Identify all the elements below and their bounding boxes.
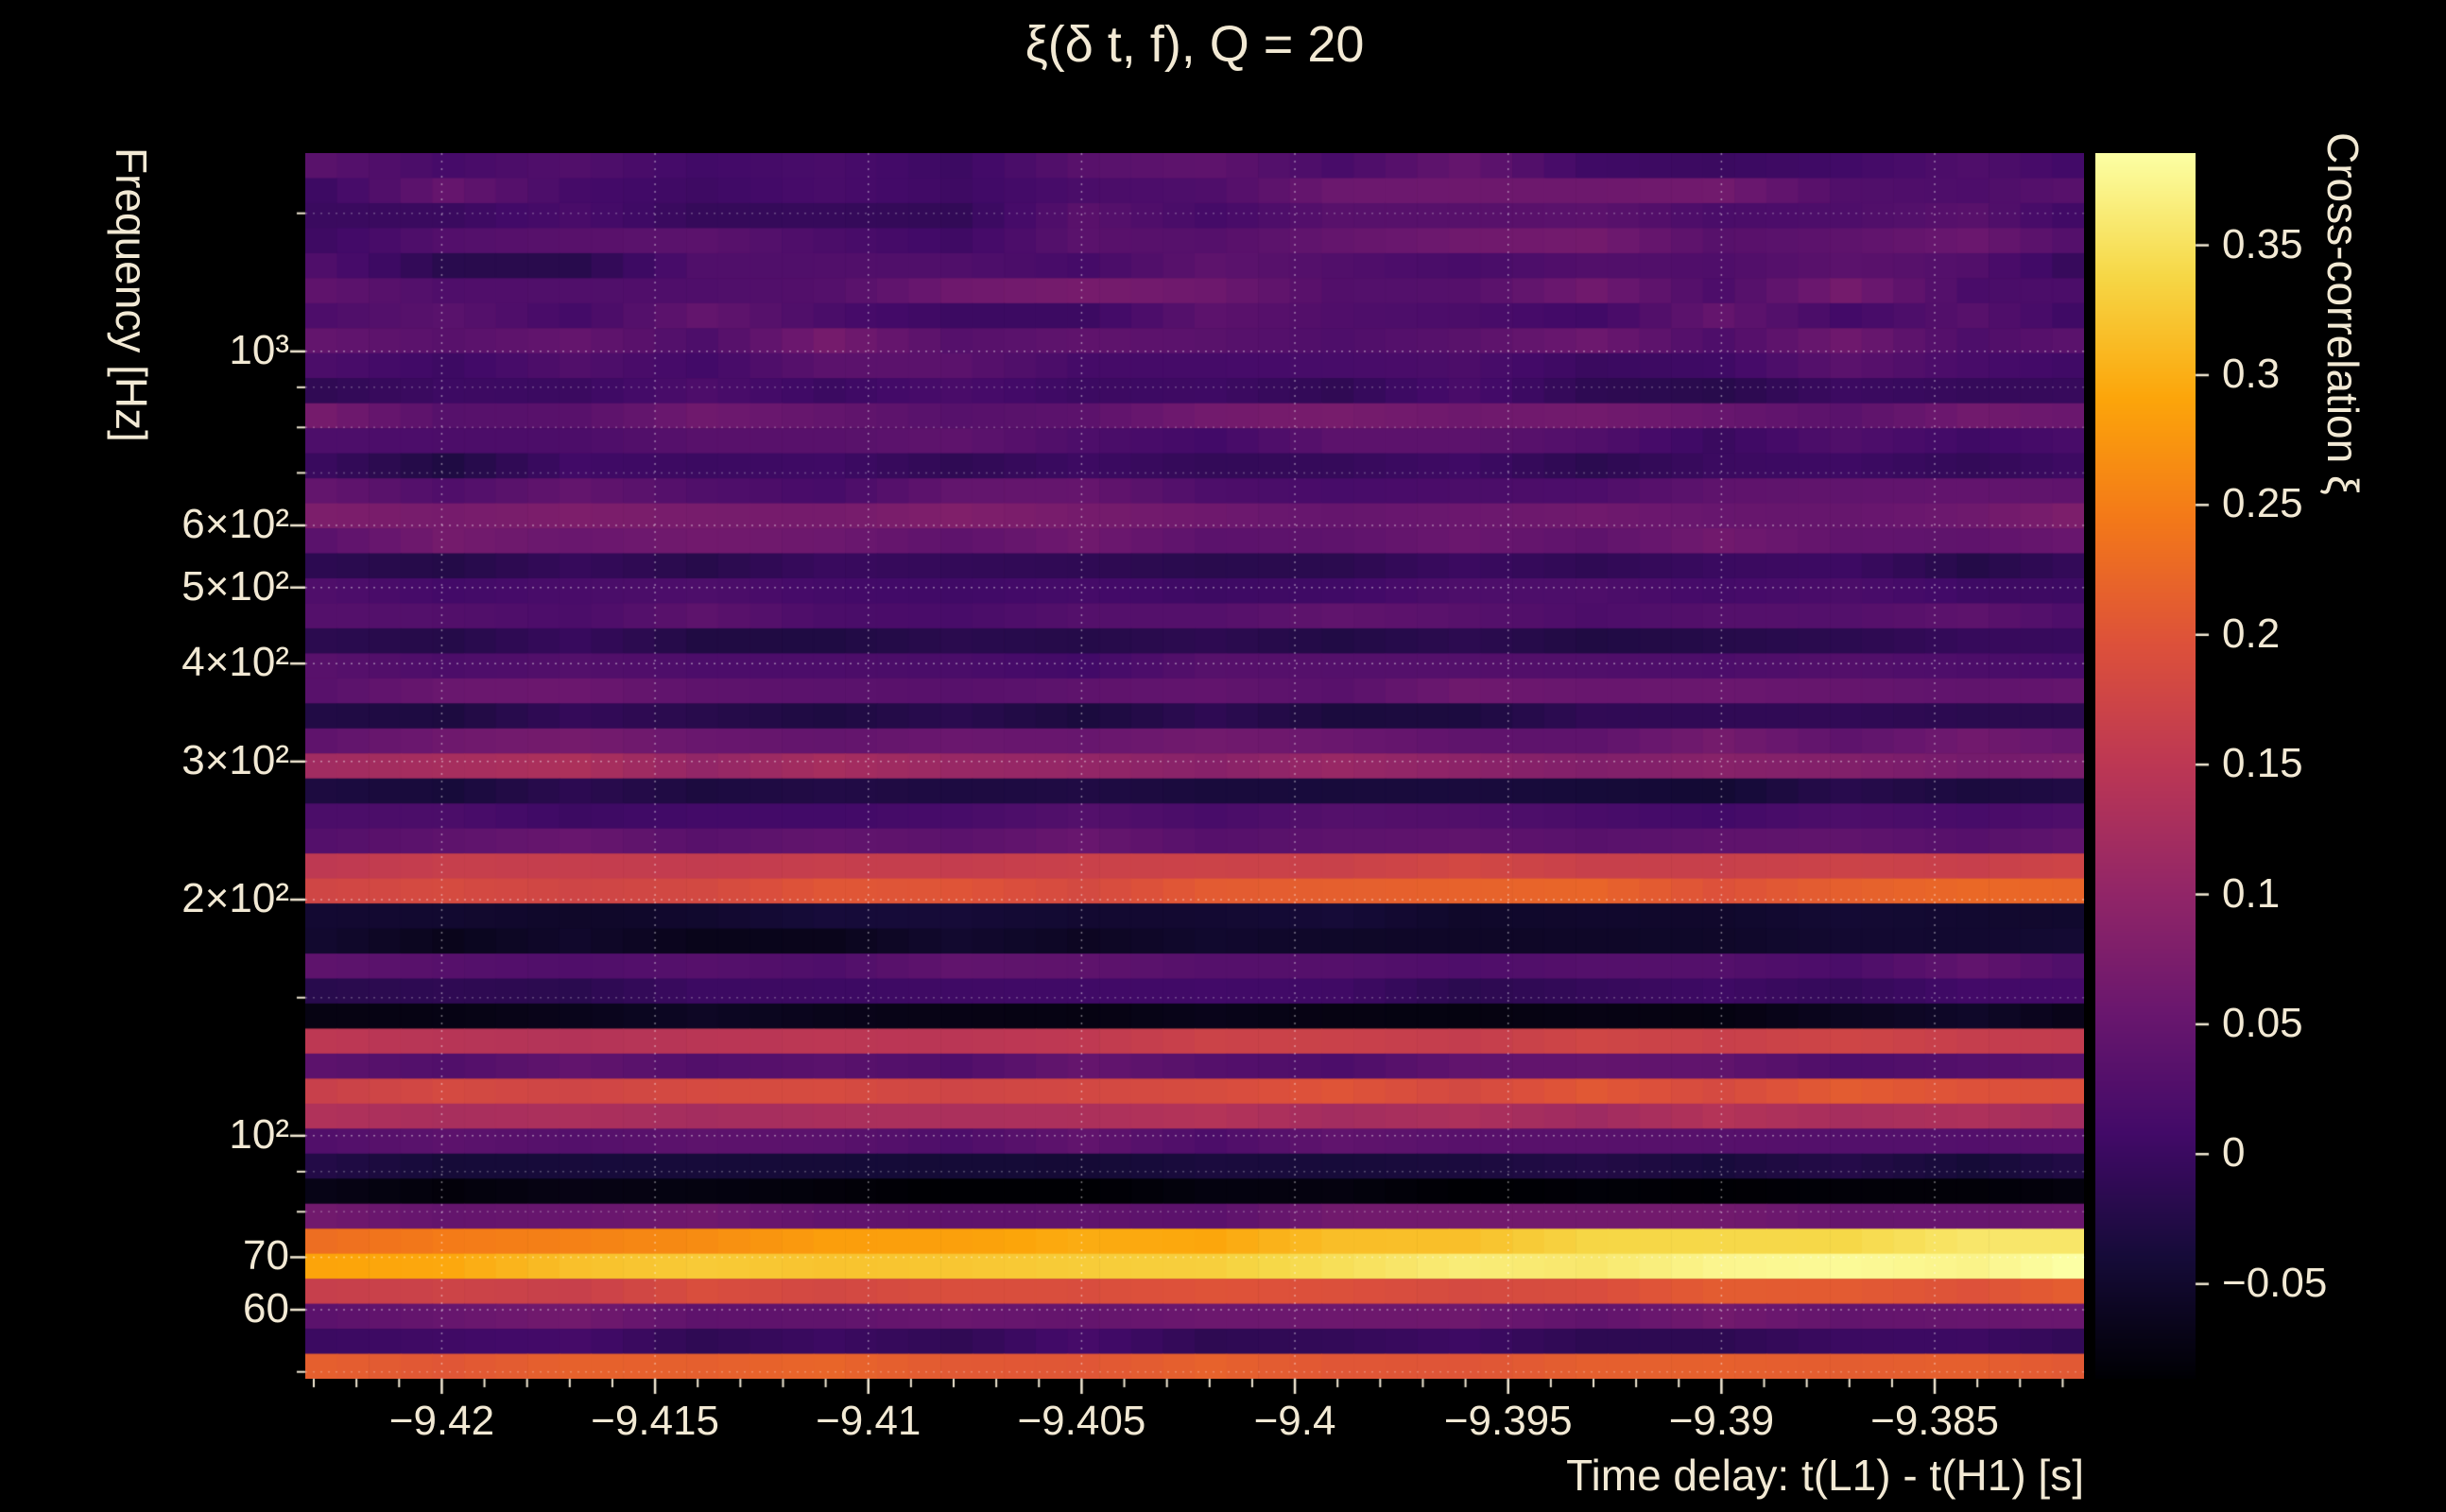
- colorbar-tick-label: 0.25: [2222, 480, 2303, 527]
- y-tick-label: 60: [243, 1284, 289, 1332]
- colorbar-tick-label: −0.05: [2222, 1259, 2328, 1306]
- y-tick-label: 10³: [229, 326, 289, 373]
- heatmap-canvas: [305, 153, 2084, 1379]
- x-tick-label: −9.39: [1668, 1398, 1775, 1444]
- colorbar-tick-label: 0.3: [2222, 350, 2281, 397]
- y-tick-label: 10²: [229, 1110, 289, 1158]
- colorbar-tick-label: 0.2: [2222, 610, 2281, 657]
- x-tick-label: −9.42: [388, 1398, 495, 1444]
- colorbar-label: Cross-correlation ξ: [2318, 132, 2368, 495]
- x-tick-label: −9.41: [816, 1398, 922, 1444]
- chart-title: ξ(δ t, f), Q = 20: [1025, 16, 1365, 73]
- x-tick-label: −9.415: [591, 1398, 719, 1444]
- colorbar-tick-label: 0.15: [2222, 740, 2303, 787]
- y-tick-label: 5×10²: [181, 562, 289, 610]
- x-tick-label: −9.4: [1253, 1398, 1336, 1444]
- x-tick-label: −9.395: [1443, 1398, 1573, 1444]
- y-tick-label: 70: [243, 1232, 289, 1280]
- x-tick-label: −9.385: [1870, 1398, 1999, 1444]
- colorbar-tick-label: 0.1: [2222, 869, 2281, 917]
- y-axis-label: Frequency [Hz]: [107, 147, 156, 442]
- colorbar-canvas: [2095, 153, 2196, 1379]
- colorbar-tick-label: 0.35: [2222, 220, 2303, 267]
- x-tick-label: −9.405: [1017, 1398, 1146, 1444]
- y-tick-label: 3×10²: [181, 736, 289, 783]
- x-axis-label: Time delay: t(L1) - t(H1) [s]: [1566, 1451, 2084, 1500]
- colorbar-tick-label: 0: [2222, 1129, 2246, 1177]
- y-tick-label: 4×10²: [181, 639, 289, 686]
- y-tick-label: 2×10²: [181, 875, 289, 921]
- colorbar-tick-label: 0.05: [2222, 999, 2303, 1046]
- y-tick-label: 6×10²: [181, 501, 289, 547]
